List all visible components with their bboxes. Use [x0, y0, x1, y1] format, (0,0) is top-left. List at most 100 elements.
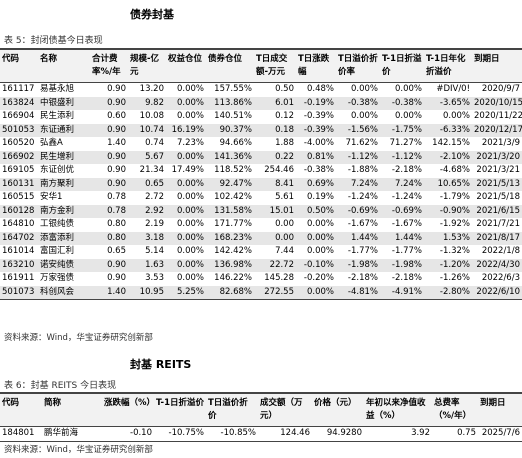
table-row: 163210 诺安纯债 0.90 1.63 0.00% 136.98% 22.72 -0.10…	[0, 258, 522, 272]
table-cell: -1.12%	[380, 150, 424, 164]
table-cell: 157.55%	[214, 84, 252, 94]
table-cell: -1.20%	[424, 258, 472, 272]
table-cell: 82.68%	[206, 285, 254, 300]
column-header: 名称	[38, 48, 90, 83]
table-cell: 东证通利	[38, 123, 90, 137]
data-table: 代码 名称 合计费率%/年 规模-亿元 权益仓位 债券仓位 T日成交额-万元 T日涨跌幅 T日溢…	[0, 48, 522, 300]
table-cell: -1.77%	[391, 246, 422, 256]
table-cell: 0.00%	[166, 204, 206, 218]
column-header: 债券仓位	[206, 48, 254, 83]
table-cell: -0.10	[102, 426, 154, 442]
table-cell: 94.66%	[219, 138, 252, 148]
table-cell: 2021/3/20	[472, 150, 522, 164]
table-cell: 5.25%	[166, 285, 206, 300]
table-cell: -1.92%	[439, 219, 470, 229]
table-cell: 0.00%	[176, 192, 204, 202]
table-cell: -0.19%	[296, 96, 336, 110]
column-header: T日涨跌幅	[296, 48, 336, 83]
column-header: 代码	[0, 48, 38, 83]
table-cell: 161014	[2, 246, 35, 256]
column-header: 年初以来净值收益（%）	[364, 392, 432, 427]
table-cell: 2021/3/9	[481, 138, 520, 148]
table-cell: 0.90	[90, 150, 128, 164]
table-cell: 3.18	[128, 231, 166, 245]
column-header: 成交额（万元）	[258, 392, 312, 427]
table-cell: -0.38%	[336, 96, 380, 110]
table-cell: -4.91%	[380, 285, 424, 300]
table-cell: 0.90	[90, 177, 128, 191]
table-cell: -1.24%	[347, 192, 378, 202]
table-cell: 0.00%	[176, 84, 204, 94]
table-caption: 表 6：封基 REITS 今日表现	[4, 381, 117, 391]
table-cell: 2021/3/21	[476, 165, 520, 175]
table-row: 161014 富国汇利 0.65 5.14 0.00% 142.42% 7.44 0.00% -…	[0, 245, 522, 259]
table-cell: 501073	[0, 285, 38, 300]
table-cell: 13.20	[139, 84, 164, 94]
table-cell: 92.47%	[206, 177, 254, 191]
table-cell: 2021/6/15	[472, 204, 522, 218]
table-cell: 7.44	[275, 246, 294, 256]
table-cell: 160515	[2, 192, 35, 202]
table-row: 164702 添富添利 0.80 3.18 0.00% 168.23% 0.00 0.00% 1…	[0, 231, 522, 245]
table-cell: 2021/7/21	[476, 219, 520, 229]
table-cell: -10.85%	[206, 426, 258, 442]
table-cell: 0.12	[275, 111, 294, 121]
table-cell: 弘鑫A	[40, 138, 63, 148]
column-header: 权益仓位	[166, 48, 206, 83]
column-header: T日溢价折价	[206, 392, 258, 427]
table-cell: 0.90	[107, 84, 126, 94]
table-cell: 0.00	[275, 219, 294, 229]
table-cell: 5.61	[275, 192, 294, 202]
table-cell: 0.74	[145, 138, 164, 148]
table-cell: 0.90	[107, 273, 126, 283]
header-row: 代码 名称 合计费率%/年 规模-亿元 权益仓位 债券仓位 T日成交额-万元 T日涨跌幅 T日溢…	[0, 48, 522, 83]
table-cell: 94.9280	[312, 426, 364, 442]
table-cell: 164810	[2, 219, 35, 229]
column-header: 简称	[42, 392, 102, 427]
table-cell: 0.80	[107, 219, 126, 229]
table-cell: 南方金利	[38, 204, 90, 218]
table-cell: -0.38%	[303, 165, 334, 175]
table-cell: -2.18%	[391, 273, 422, 283]
column-header: 到期日	[478, 392, 522, 427]
source-note: 资料来源：Wind，华宝证券研究创新部	[4, 333, 153, 343]
table-cell: 0.00%	[350, 84, 378, 94]
column-header: 代码	[0, 392, 42, 427]
table-row: 161911 万家强债 0.90 3.53 0.00% 146.22% 145.28 -0.2…	[0, 272, 522, 286]
table-cell: -4.68%	[439, 165, 470, 175]
table-cell: 160131	[0, 177, 38, 191]
table-cell: 0.00%	[394, 111, 422, 121]
table-cell: 142.15%	[432, 138, 470, 148]
table-cell: 124.46	[258, 426, 312, 442]
table-cell: 0.48%	[306, 84, 334, 94]
table-cell: 工银纯债	[40, 219, 75, 229]
table-cell: -1.32%	[439, 246, 470, 256]
column-header: T-1日年化折溢价	[424, 48, 472, 83]
table-cell: -1.26%	[439, 273, 470, 283]
table-cell: 501053	[0, 123, 38, 137]
table-cell: 0.65	[128, 177, 166, 191]
table-cell: 140.51%	[214, 111, 252, 121]
table-cell: 272.55	[254, 285, 296, 300]
table-cell: 科创风会	[38, 285, 90, 300]
table-cell: 2022/6/10	[472, 285, 522, 300]
table-cell: 万家强债	[40, 273, 75, 283]
table-cell: 71.62%	[345, 138, 378, 148]
table-cell: -1.77%	[347, 246, 378, 256]
table-row: 163824 中银盛利 0.90 9.82 0.00% 113.86% 6.01 -0.19%…	[0, 96, 522, 110]
table-row: 164810 工银纯债 0.80 2.19 0.00% 171.77% 0.00 0.00% -…	[0, 218, 522, 232]
column-header: 到期日	[472, 48, 522, 83]
table-cell: 22.72	[254, 258, 296, 272]
table-cell: -0.69%	[380, 204, 424, 218]
table-cell: -0.90%	[424, 204, 472, 218]
table-cell: 6.01	[254, 96, 296, 110]
table-cell: -1.79%	[439, 192, 470, 202]
table-cell: 0.00%	[176, 273, 204, 283]
table-cell: 7.24%	[380, 177, 424, 191]
table-cell: 2022/1/8	[481, 246, 520, 256]
table-cell: 164702	[0, 231, 38, 245]
table-row: 161117 易基永旭 0.90 13.20 0.00% 157.55% 0.50 0.48%…	[0, 83, 522, 97]
table-cell: 0.69%	[296, 177, 336, 191]
table-cell: 0.81%	[296, 150, 336, 164]
column-header: T-1日折溢价	[154, 392, 206, 427]
